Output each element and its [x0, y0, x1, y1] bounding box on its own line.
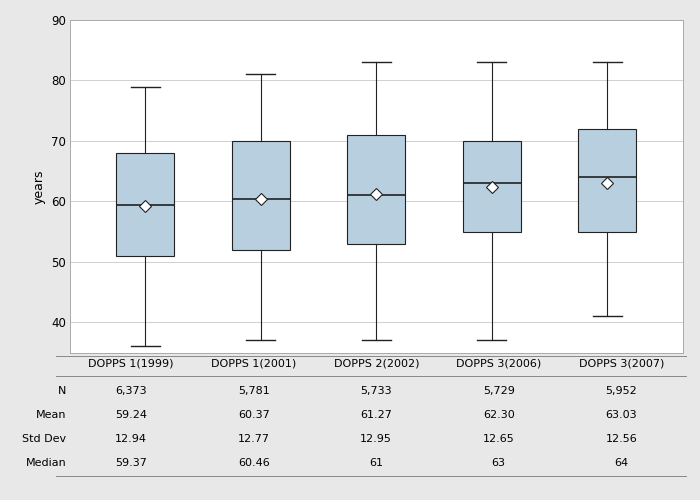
Y-axis label: years: years	[32, 169, 46, 203]
Text: 63: 63	[491, 458, 505, 468]
Text: 59.37: 59.37	[116, 458, 147, 468]
Text: 12.56: 12.56	[606, 434, 637, 444]
Text: Median: Median	[26, 458, 66, 468]
Text: 12.77: 12.77	[238, 434, 270, 444]
Text: 63.03: 63.03	[606, 410, 637, 420]
PathPatch shape	[116, 153, 174, 256]
Text: 60.46: 60.46	[238, 458, 270, 468]
Text: Mean: Mean	[36, 410, 66, 420]
Text: N: N	[58, 386, 66, 396]
Text: 5,729: 5,729	[483, 386, 514, 396]
Text: 61.27: 61.27	[360, 410, 392, 420]
Text: DOPPS 1(2001): DOPPS 1(2001)	[211, 359, 296, 369]
Text: Std Dev: Std Dev	[22, 434, 66, 444]
Text: DOPPS 1(1999): DOPPS 1(1999)	[88, 359, 174, 369]
PathPatch shape	[347, 135, 405, 244]
Text: 5,733: 5,733	[360, 386, 392, 396]
Text: DOPPS 2(2002): DOPPS 2(2002)	[333, 359, 419, 369]
Text: 62.30: 62.30	[483, 410, 514, 420]
Text: 12.95: 12.95	[360, 434, 392, 444]
Text: 12.94: 12.94	[116, 434, 147, 444]
PathPatch shape	[463, 141, 521, 232]
Text: 5,781: 5,781	[238, 386, 270, 396]
PathPatch shape	[232, 141, 290, 250]
Text: 5,952: 5,952	[606, 386, 637, 396]
Text: 6,373: 6,373	[116, 386, 147, 396]
Text: 64: 64	[614, 458, 629, 468]
Text: DOPPS 3(2006): DOPPS 3(2006)	[456, 359, 541, 369]
Text: 60.37: 60.37	[238, 410, 270, 420]
Text: DOPPS 3(2007): DOPPS 3(2007)	[579, 359, 664, 369]
Text: 12.65: 12.65	[483, 434, 514, 444]
Text: 61: 61	[370, 458, 384, 468]
Text: 59.24: 59.24	[116, 410, 147, 420]
PathPatch shape	[578, 129, 636, 232]
